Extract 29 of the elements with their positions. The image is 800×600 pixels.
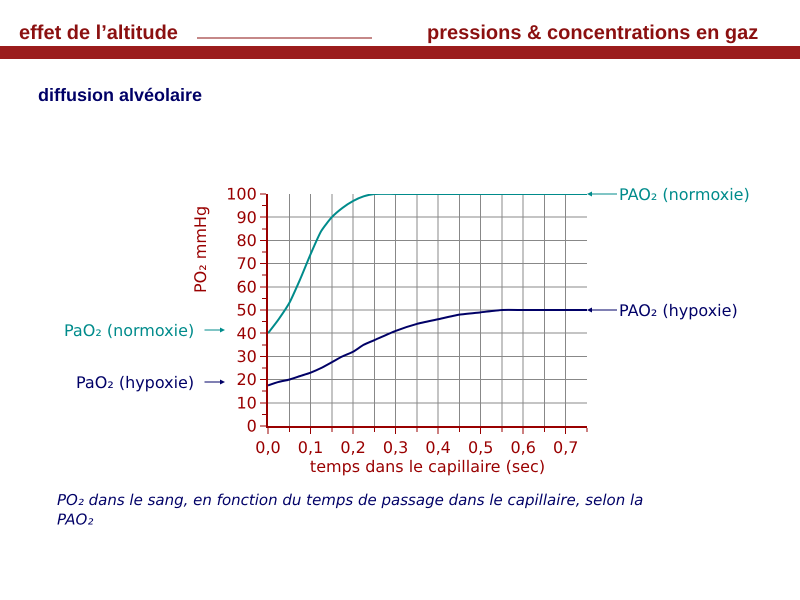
x-tick-label: 0,3 — [382, 438, 408, 458]
x-tick-label: 0,7 — [553, 438, 578, 458]
annotation: PAO₂ (hypoxie) — [619, 301, 738, 320]
x-tick-label: 0,4 — [425, 438, 451, 458]
x-tick-label: 0,0 — [255, 438, 281, 458]
y-tick-label: 30 — [236, 347, 257, 366]
x-axis-title: temps dans le capillaire (sec) — [310, 457, 546, 476]
y-tick-label: 50 — [236, 300, 257, 320]
y-tick-label: 40 — [236, 324, 257, 343]
x-tick-label: 0,1 — [298, 438, 324, 458]
y-tick-label: 70 — [236, 254, 257, 274]
y-tick-label: 90 — [236, 208, 257, 227]
y-tick-label: 20 — [236, 370, 257, 390]
text: PaO₂ (normoxie) — [64, 321, 194, 340]
chart-subtitle: pressions & concentrations en gaz — [427, 22, 758, 44]
x-tick-label: 0,2 — [340, 438, 366, 458]
x-tick-label: 0,6 — [510, 438, 536, 458]
y-tick-label: 60 — [236, 277, 257, 296]
text: PO₂ dans le sang, en fonction du temps de passage dans le capillaire, selon la PAO₂ — [57, 491, 644, 528]
text: effet de l’altitude — [19, 22, 178, 44]
x-tick-label: 0,5 — [468, 438, 494, 458]
y-tick-label: 10 — [236, 393, 257, 412]
annotation: PAO₂ (normoxie) — [619, 185, 750, 204]
y-tick-label: 0 — [246, 416, 257, 436]
text: PaO₂ (hypoxie) — [76, 373, 194, 392]
y-axis-title: PO₂ mmHg — [191, 206, 210, 293]
text: diffusion alvéolaire — [38, 85, 202, 105]
y-tick-label: 80 — [236, 231, 257, 250]
y-tick-label: 100 — [226, 184, 257, 204]
